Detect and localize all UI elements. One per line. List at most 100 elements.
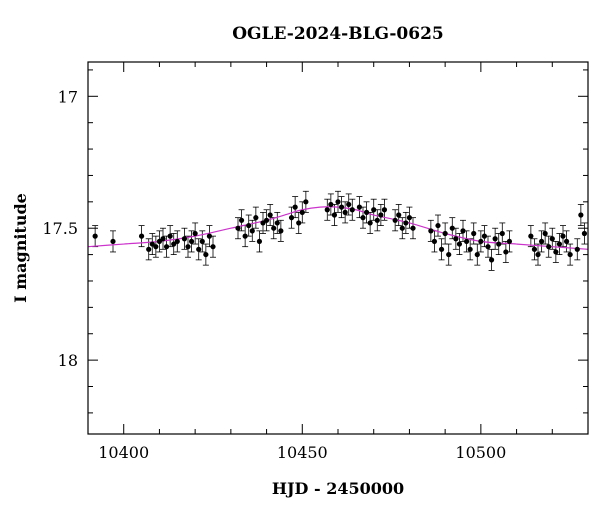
data-point (153, 244, 159, 250)
data-point (328, 201, 334, 208)
data-points (92, 199, 588, 263)
data-point (338, 204, 345, 210)
data-point (392, 217, 398, 223)
y-tick-label: 17 (58, 87, 78, 106)
data-point (563, 238, 570, 245)
data-point (278, 228, 284, 234)
data-point (471, 230, 477, 237)
data-point (203, 251, 209, 258)
data-point (567, 251, 573, 258)
data-point (553, 249, 559, 255)
x-tick-label: 10500 (455, 443, 506, 462)
data-point (474, 251, 480, 258)
data-point (235, 225, 241, 231)
data-point (435, 222, 441, 229)
data-point (456, 241, 463, 247)
data-point (146, 246, 152, 252)
tick-labels: 10400 10450 10500 17 17.5 18 (42, 87, 506, 462)
data-point (196, 246, 202, 252)
data-point (446, 251, 452, 258)
data-point (546, 244, 552, 250)
data-point (538, 238, 545, 245)
data-point (303, 199, 309, 205)
data-point (463, 238, 470, 245)
data-point (363, 209, 370, 215)
data-point (260, 220, 266, 226)
data-point (492, 236, 498, 242)
data-point (335, 199, 341, 205)
data-point (581, 230, 588, 237)
axis-ticks (87, 62, 589, 434)
data-point (199, 238, 205, 245)
data-point (371, 207, 377, 213)
data-point (163, 244, 170, 250)
data-point (210, 244, 216, 250)
data-point (185, 244, 191, 250)
data-point (449, 225, 455, 231)
data-point (367, 220, 373, 226)
data-point (256, 238, 263, 245)
x-tick-label: 10450 (277, 443, 328, 462)
data-point (381, 207, 388, 213)
data-point (174, 238, 180, 245)
data-point (485, 244, 491, 250)
data-point (271, 225, 277, 231)
data-point (181, 236, 188, 242)
data-point (249, 228, 255, 234)
data-point (488, 257, 495, 263)
data-point (324, 207, 330, 213)
data-point (238, 217, 245, 223)
data-point (374, 217, 380, 223)
data-point (503, 249, 509, 255)
data-point (431, 238, 438, 245)
data-point (346, 201, 352, 208)
data-point (274, 220, 280, 226)
data-point (481, 233, 488, 239)
data-point (549, 236, 555, 242)
data-point (535, 251, 541, 258)
data-point (267, 212, 273, 218)
data-point (331, 212, 338, 218)
data-point (292, 204, 298, 210)
chart-title: OGLE-2024-BLG-0625 (232, 24, 444, 44)
data-point (403, 220, 409, 226)
data-point (253, 215, 259, 221)
data-point (138, 233, 145, 239)
x-tick-label: 10400 (98, 443, 149, 462)
data-point (399, 225, 405, 231)
y-axis-label: I magnitude (11, 193, 30, 303)
data-point (438, 246, 445, 252)
data-point (396, 212, 402, 218)
data-point (342, 209, 348, 215)
data-point (531, 246, 538, 252)
data-point (560, 233, 566, 239)
data-point (149, 241, 155, 247)
data-point (542, 230, 548, 237)
data-point (167, 233, 173, 239)
model-curve (87, 206, 589, 250)
data-point (110, 238, 116, 245)
data-point (506, 238, 513, 245)
data-point (299, 209, 305, 215)
data-point (92, 233, 98, 239)
data-point (378, 212, 384, 218)
data-point (528, 233, 534, 239)
x-axis-label: HJD - 2450000 (272, 479, 404, 498)
data-point (242, 233, 248, 239)
data-point (288, 215, 295, 221)
data-point (192, 230, 198, 237)
data-point (428, 228, 434, 234)
data-point (156, 238, 163, 245)
y-tick-label: 18 (58, 351, 78, 370)
data-point (460, 228, 466, 234)
data-point (296, 220, 302, 226)
data-point (406, 215, 413, 221)
data-point (171, 241, 177, 247)
data-point (188, 238, 195, 245)
data-point (206, 233, 213, 239)
data-point (263, 217, 270, 223)
data-point (356, 204, 363, 210)
y-tick-label: 17.5 (42, 219, 78, 238)
data-point (360, 215, 366, 221)
data-point (453, 236, 459, 242)
